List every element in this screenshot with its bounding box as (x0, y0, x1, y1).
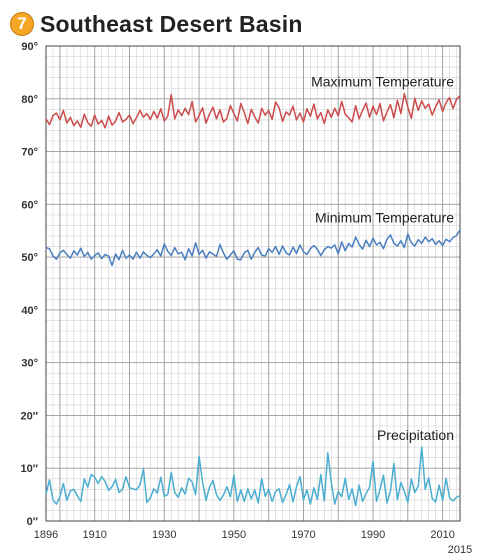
y-tick-label: 60° (21, 199, 38, 211)
x-tick-label: 1896 (34, 529, 58, 541)
x-tick-label: 1910 (82, 529, 106, 541)
region-number-badge: 7 (10, 12, 34, 36)
x-tick-label: 1990 (361, 529, 385, 541)
minor-gridlines (45, 46, 460, 521)
y-tick-label: 80° (21, 94, 38, 106)
x-tick-label: 1970 (291, 529, 315, 541)
x-tick-label: 1930 (152, 529, 176, 541)
minimum-temperature-label: Minimum Temperature (315, 210, 454, 226)
chart-header: 7 Southeast Desert Basin (10, 8, 303, 40)
y-tick-label: 10″ (20, 463, 38, 475)
x-tick-label: 2015 (448, 544, 472, 556)
minimum-temperature-line (45, 229, 461, 267)
y-axis: 0″ 10″ 20″ 30° 40° 50° 60° 70° 80° 90° (20, 41, 38, 528)
y-tick-label: 0″ (27, 516, 39, 528)
y-tick-label: 30° (21, 358, 38, 370)
chart-title: Southeast Desert Basin (40, 10, 303, 37)
precipitation-line (45, 446, 461, 507)
maximum-temperature-line (45, 92, 461, 129)
precipitation-label: Precipitation (377, 427, 454, 443)
y-tick-label: 70° (21, 147, 38, 159)
x-axis: 1896 1910 1930 1950 1970 1990 2010 2015 (34, 529, 472, 556)
series-labels: Maximum Temperature Minimum Temperature Pr… (311, 74, 454, 444)
y-tick-label: 50° (21, 252, 38, 264)
y-tick-label: 90° (21, 41, 38, 53)
y-tick-label: 20″ (20, 410, 38, 422)
x-tick-label: 2010 (430, 529, 454, 541)
plot-frame (45, 45, 461, 522)
y-tick-label: 40° (21, 305, 38, 317)
series-layer (45, 92, 461, 507)
maximum-temperature-label: Maximum Temperature (311, 74, 454, 90)
x-tick-label: 1950 (222, 529, 246, 541)
